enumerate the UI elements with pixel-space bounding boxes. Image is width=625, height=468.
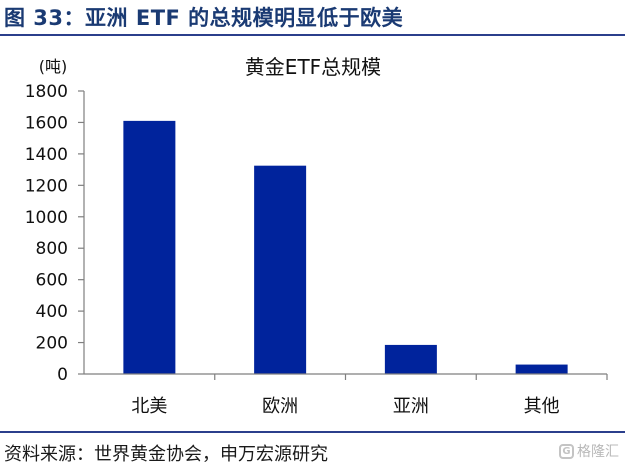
y-tick-label: 400 — [36, 302, 68, 322]
y-tick-label: 0 — [57, 365, 68, 385]
category-label: 其他 — [524, 396, 560, 417]
bar — [384, 344, 437, 374]
category-label: 亚洲 — [393, 396, 429, 417]
bar — [515, 364, 568, 374]
bar-chart: 黄金ETF总规模 (吨) 0 200 400 600 800 1000 1200 1400 16… — [25, 55, 608, 417]
bar — [254, 165, 307, 374]
y-axis-ticks: 0 200 400 600 800 1000 1200 1400 1600 1800 — [25, 82, 84, 385]
category-labels: 北美 欧洲 亚洲 其他 — [131, 374, 608, 417]
y-tick-label: 200 — [36, 334, 68, 354]
category-label: 欧洲 — [262, 396, 298, 417]
watermark-text: 格隆汇 — [577, 444, 619, 460]
source-note: 资料来源：世界黄金协会，申万宏源研究 — [4, 444, 328, 465]
y-axis-unit-label: (吨) — [39, 57, 68, 76]
figure-title: 图 33：亚洲 ETF 的总规模明显低于欧美 — [4, 6, 404, 30]
y-tick-label: 600 — [36, 271, 68, 291]
y-tick-label: 1000 — [25, 208, 68, 228]
y-tick-label: 1800 — [25, 82, 68, 102]
y-tick-label: 1200 — [25, 176, 68, 196]
y-tick-label: 1400 — [25, 145, 68, 165]
chart-title: 黄金ETF总规模 — [245, 55, 381, 79]
bar — [123, 120, 176, 374]
y-tick-label: 1600 — [25, 113, 68, 133]
y-tick-label: 800 — [36, 239, 68, 259]
watermark: G 格隆汇 — [559, 441, 619, 461]
title-divider — [0, 34, 625, 36]
bars-group — [123, 120, 568, 374]
g-logo-icon: G — [559, 443, 574, 459]
category-label: 北美 — [131, 396, 167, 417]
source-divider — [0, 431, 625, 433]
